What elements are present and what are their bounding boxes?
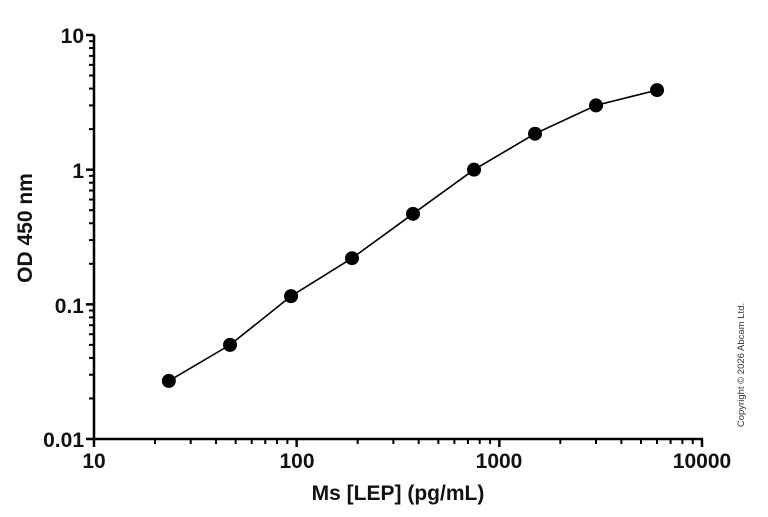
data-point-marker: [589, 98, 604, 113]
data-point-marker: [284, 289, 299, 304]
major-ticks: [86, 33, 704, 447]
copyright-text: Copyright © 2026 Abcam Ltd.: [736, 303, 747, 427]
data-point-marker: [223, 337, 238, 352]
data-point-marker: [528, 126, 543, 141]
data-points: [161, 83, 665, 388]
data-point-marker: [161, 373, 176, 388]
x-tick-label-1000: 1000: [476, 450, 523, 473]
y-tick-label-1: 1: [72, 160, 84, 183]
x-tick-label-10000: 10000: [673, 450, 731, 473]
y-tick-label-0.1: 0.1: [55, 295, 85, 318]
x-tick-label-10: 10: [82, 450, 105, 473]
data-point-marker: [650, 83, 665, 98]
data-point-marker: [406, 206, 421, 221]
y-tick-label-0.01: 0.01: [43, 429, 84, 452]
data-point-marker: [467, 162, 482, 177]
data-line: [168, 89, 658, 382]
y-axis-title: OD 450 nm: [14, 173, 37, 283]
y-tick-label-10: 10: [61, 25, 84, 48]
data-point-marker: [344, 251, 359, 266]
x-axis-title: Ms [LEP] (pg/mL): [312, 482, 485, 505]
minor-ticks: [89, 40, 694, 444]
x-tick-label-100: 100: [279, 450, 314, 473]
